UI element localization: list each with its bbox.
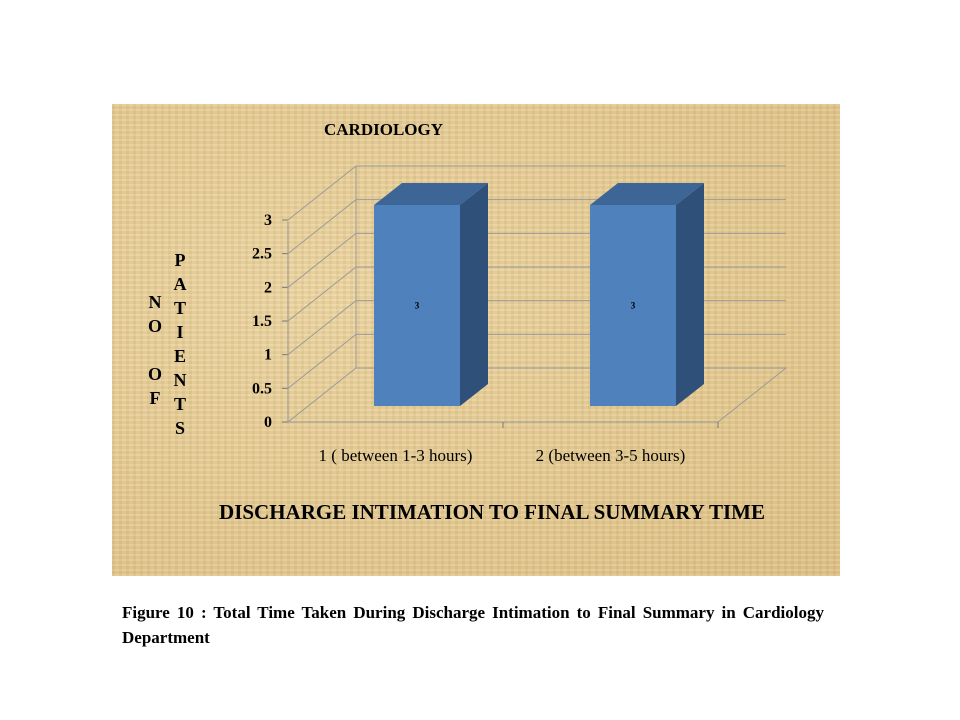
bar-side [676, 183, 704, 406]
gridline-side [287, 232, 357, 288]
gridline-side [287, 199, 357, 255]
y-axis-label-letter: E [173, 346, 186, 366]
gridline-side [287, 300, 357, 356]
y-axis-label-letter: I [176, 322, 184, 342]
x-tick-label: 1 ( between 1-3 hours) [319, 446, 473, 465]
chart-title: CARDIOLOGY [324, 120, 444, 139]
bar-top [590, 183, 704, 205]
bar-side [460, 183, 488, 406]
bar-data-label: 3 [415, 301, 420, 311]
bar-top [374, 183, 488, 205]
y-tick-label: 2 [264, 279, 272, 296]
bar-data-label: 3 [631, 301, 636, 311]
chart-panel: 0 0.5 1 1.5 2 2.5 3 3 1 ( between 1-3 hours) 3 2 (… [112, 104, 840, 576]
x-tick-label: 2 (between 3-5 hours) [536, 446, 686, 465]
x-axis-label: DISCHARGE INTIMATION TO FINAL SUMMARY TI… [219, 500, 765, 524]
gridline-side [287, 165, 357, 221]
y-axis-label-letter: T [173, 394, 186, 414]
y-tick-label: 0.5 [252, 380, 272, 397]
gridline-side [287, 266, 357, 322]
y-tick-label: 3 [264, 212, 272, 229]
y-axis-label-letter: P [174, 250, 186, 270]
y-tick-label: 1 [264, 347, 272, 364]
y-axis-label-letter: O [147, 364, 162, 384]
chart-floor [286, 367, 788, 423]
bar [374, 205, 460, 406]
y-axis-label-letter: N [148, 292, 162, 312]
y-axis-label-letter: O [147, 316, 162, 336]
gridline-side [287, 333, 357, 389]
figure-caption: Figure 10 : Total Time Taken During Disc… [122, 603, 824, 647]
y-axis-label-letter: F [149, 388, 161, 408]
y-axis-label-letter: S [174, 418, 185, 438]
y-tick-label: 0 [264, 414, 272, 431]
y-axis-label-letter: N [173, 370, 187, 390]
y-tick-label: 2.5 [252, 246, 272, 263]
bar [590, 205, 676, 406]
y-axis-label-letter: T [173, 298, 186, 318]
chart-plot: 0 0.5 1 1.5 2 2.5 3 3 1 ( between 1-3 hours) 3 2 (… [252, 165, 788, 465]
y-axis-label-letter: A [173, 274, 187, 294]
y-tick-label: 1.5 [252, 313, 272, 330]
